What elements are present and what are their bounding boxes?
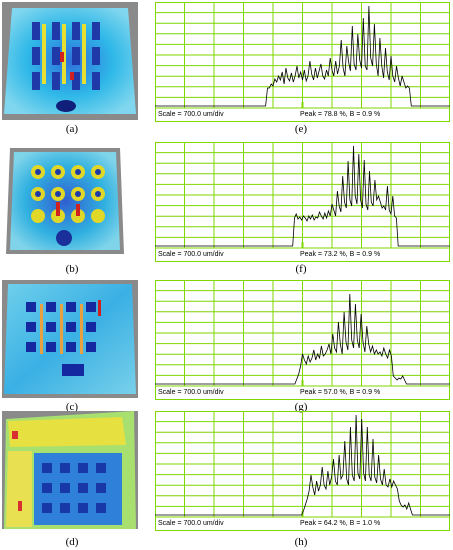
- plot-footer-e: Scale = 700.0 um/div Peak = 78.8 %, B = …: [155, 110, 450, 121]
- scale-text: Scale = 700.0 um/div: [158, 251, 224, 258]
- beam-profile-line: [155, 5, 450, 107]
- scale-text: Scale = 700.0 um/div: [158, 111, 224, 118]
- peak-text: Peak = 78.8 %, B = 0.9 %: [300, 111, 381, 118]
- beam-profile-line: [155, 293, 450, 385]
- profile-plot-f: [155, 142, 450, 262]
- plot-footer-g: Scale = 700.0 um/div Peak = 57.0 %, B = …: [155, 388, 450, 399]
- profile-plot-h: [155, 411, 450, 531]
- peak-text: Peak = 73.2 %, B = 0.9 %: [300, 251, 381, 258]
- scale-text: Scale = 700.0 um/div: [158, 520, 224, 527]
- panel-row-a: (a) Scale = 700.0 um/div Peak = 78.8 %, …: [0, 2, 453, 139]
- panel-label-b: (b): [65, 263, 79, 275]
- plot-footer-h: Scale = 700.0 um/div Peak = 64.2 %, B = …: [155, 519, 450, 530]
- profile-plot-g: [155, 280, 450, 400]
- panel-label-h: (h): [294, 536, 308, 548]
- beam-profile-line: [155, 145, 450, 247]
- surface-map-image-a: [2, 2, 138, 120]
- plot-footer-f: Scale = 700.0 um/div Peak = 73.2 %, B = …: [155, 250, 450, 261]
- panel-row-d: (d) Scale = 700.0 um/div Peak = 64.2 %, …: [0, 411, 453, 548]
- panel-label-d: (d): [65, 536, 79, 548]
- panel-row-c: (c) Scale = 700.0 um/div Peak = 57.0 %, …: [0, 280, 453, 417]
- panel-label-c: (c): [65, 401, 79, 413]
- surface-map-image-d: [2, 411, 138, 529]
- panel-label-g: (g): [294, 401, 308, 413]
- peak-text: Peak = 64.2 %, B = 1.0 %: [300, 520, 381, 527]
- scale-text: Scale = 700.0 um/div: [158, 389, 224, 396]
- beam-profile-line: [155, 414, 450, 516]
- surface-map-image-c: [2, 280, 138, 398]
- panel-label-e: (e): [294, 123, 308, 135]
- panel-label-f: (f): [295, 263, 307, 275]
- panel-row-b: (b) Scale = 700.0 um/div Peak = 73.2 %, …: [0, 142, 453, 279]
- profile-plot-e: [155, 2, 450, 122]
- panel-label-a: (a): [65, 123, 79, 135]
- surface-map-image-b: [2, 142, 138, 260]
- peak-text: Peak = 57.0 %, B = 0.9 %: [300, 389, 381, 396]
